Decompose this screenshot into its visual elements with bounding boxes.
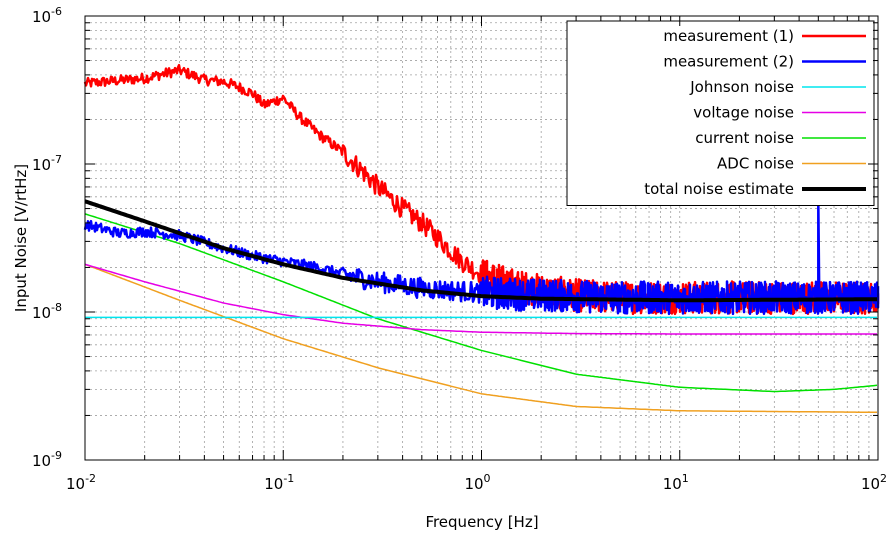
legend-label-current-noise: current noise: [695, 129, 794, 147]
x-tick-label: 101: [663, 472, 689, 493]
y-tick-label: 10-9: [32, 449, 62, 470]
x-axis-ticks: 10-2 10-1 100 101 102: [66, 16, 887, 493]
series-total-noise-estimate-line: [84, 199, 877, 303]
y-axis-label: Input Noise [V/rtHz]: [12, 164, 30, 312]
legend-label-measurement-2: measurement (2): [663, 53, 794, 71]
x-tick-label: 100: [464, 472, 490, 493]
x-tick-label: 10-2: [66, 472, 96, 493]
legend-label-johnson-noise: Johnson noise: [689, 78, 794, 96]
series-adc-noise-line: [84, 263, 877, 414]
series-current-noise-line: [84, 213, 878, 393]
legend: measurement (1) measurement (2) Johnson no…: [566, 20, 875, 206]
x-axis-label: Frequency [Hz]: [425, 513, 538, 531]
y-tick-label: 10-6: [32, 5, 62, 26]
y-axis-ticks: 10-9 10-8 10-7 10-6: [32, 5, 878, 470]
y-tick-label: 10-8: [32, 301, 62, 322]
x-tick-label: 102: [861, 472, 887, 493]
legend-label-total-noise-estimate: total noise estimate: [644, 180, 794, 198]
x-tick-label: 10-1: [264, 472, 294, 493]
legend-label-adc-noise: ADC noise: [717, 155, 794, 173]
series-voltage-noise-line: [84, 263, 877, 335]
legend-label-measurement-1: measurement (1): [663, 27, 794, 45]
y-tick-label: 10-7: [32, 153, 62, 174]
legend-label-voltage-noise: voltage noise: [693, 104, 794, 122]
